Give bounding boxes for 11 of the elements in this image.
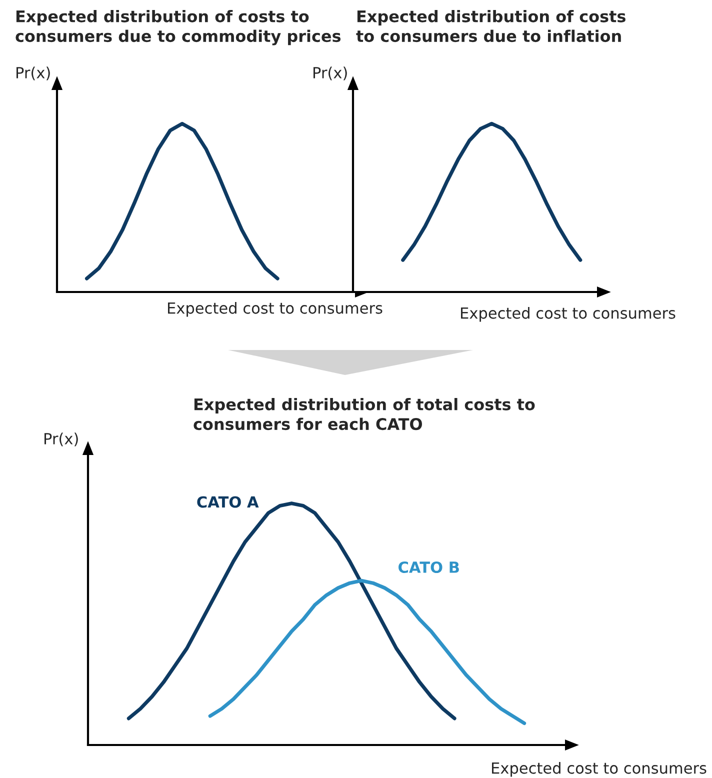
x-axis-title: Expected cost to consumers (168, 302, 382, 317)
chart-title: Expected distribution of costs to consumers due to commodity prices (16, 10, 341, 46)
y-axis-title: Pr(x) (314, 66, 347, 80)
y-axis-title: Pr(x) (44, 432, 78, 446)
y-axis-title: Pr(x) (16, 66, 50, 80)
x-axis-title: Expected cost to consumers (492, 762, 706, 777)
chart-title: Expected distribution of total costs to consumers for each CATO (194, 398, 535, 430)
series-label: CATO B (398, 561, 459, 574)
x-axis-title: Expected cost to consumers (461, 307, 676, 322)
chart-title: Expected distribution of costs to consumers due to inflation (356, 10, 626, 42)
series-label: CATO A (197, 496, 259, 508)
